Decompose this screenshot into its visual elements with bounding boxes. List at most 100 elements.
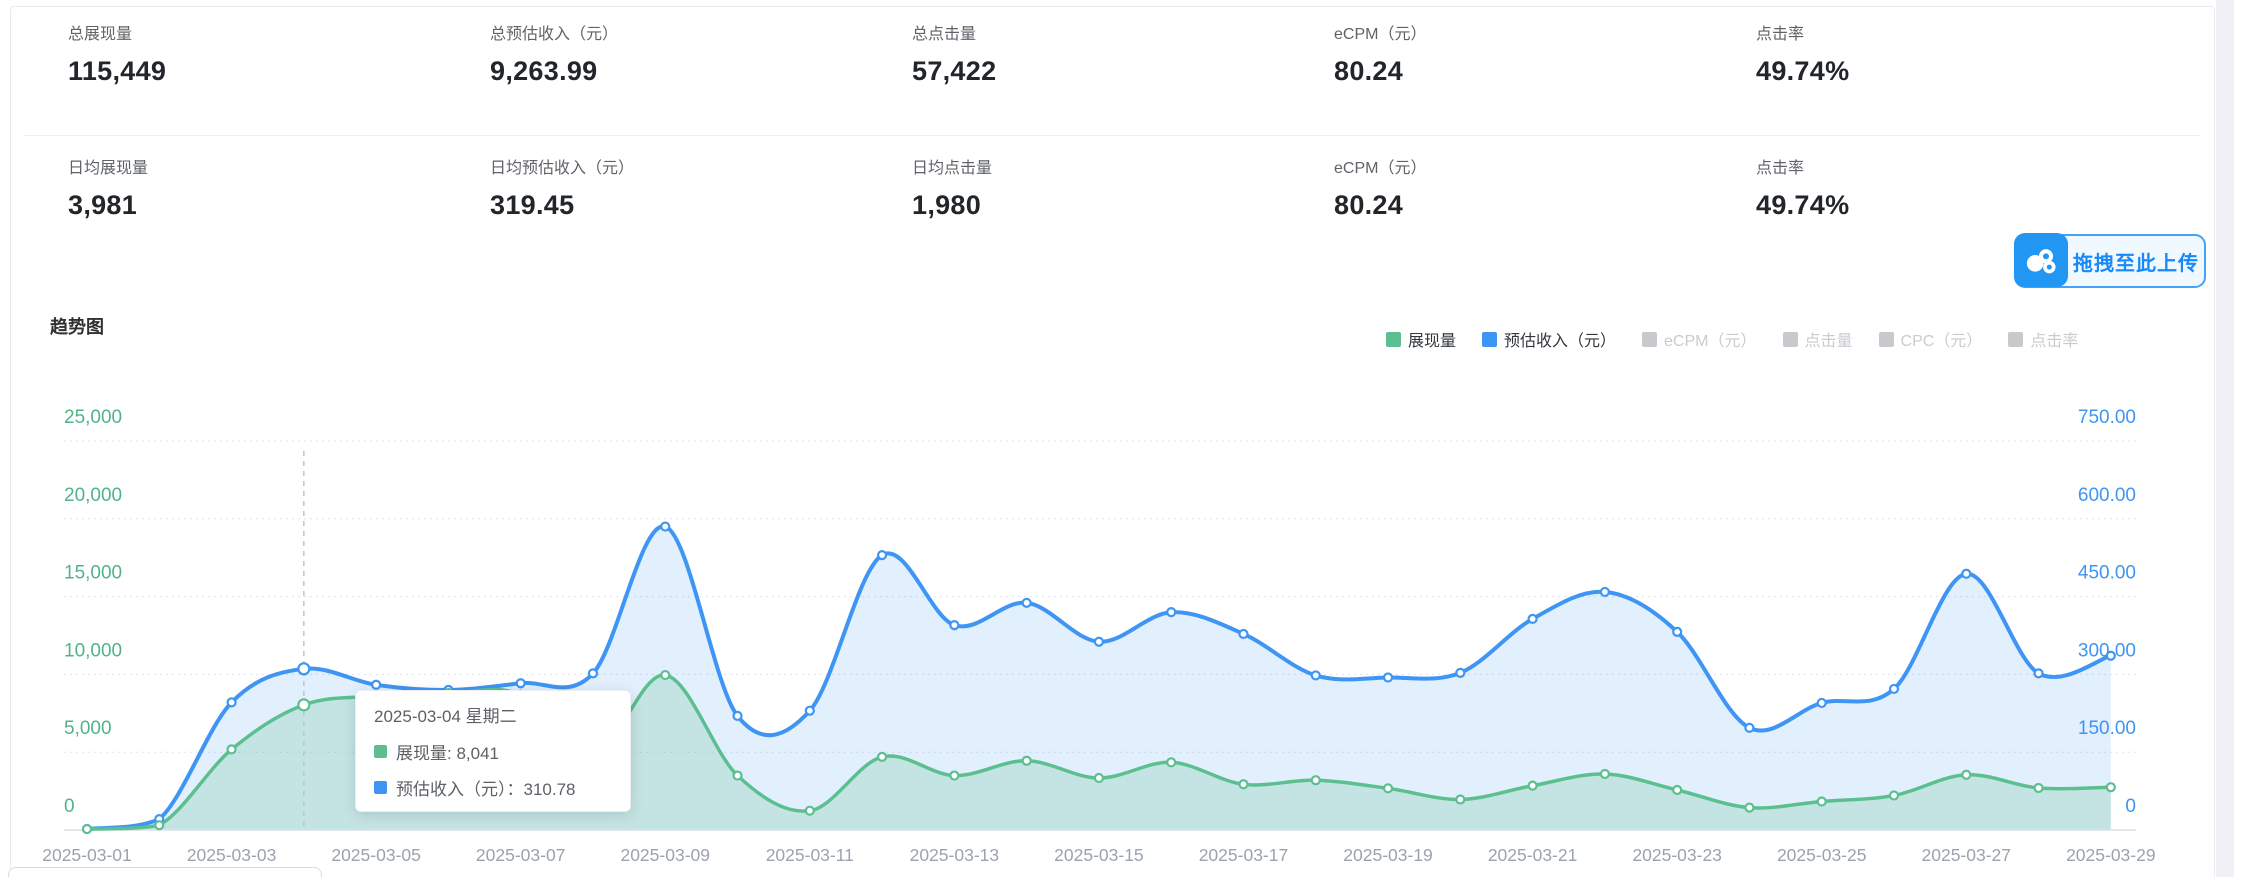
- impressions-data-point[interactable]: [1816, 796, 1827, 807]
- revenue-data-point[interactable]: [297, 662, 311, 676]
- stat-cell: 点击率 49.74%: [1698, 24, 2120, 87]
- impressions-data-point[interactable]: [1093, 772, 1105, 784]
- stat-cell: 日均预估收入（元） 319.45: [432, 158, 854, 221]
- legend-label: eCPM（元）: [1664, 333, 1757, 350]
- legend-swatch-icon: [1642, 331, 1658, 347]
- revenue-data-point[interactable]: [732, 710, 743, 721]
- stat-cell: 日均点击量 1,980: [854, 158, 1276, 221]
- y-axis-label-left: 15,000: [64, 563, 122, 584]
- bottom-cutoff-panel: [8, 867, 322, 877]
- impressions-data-point[interactable]: [226, 744, 237, 755]
- revenue-data-point[interactable]: [2033, 668, 2044, 679]
- impressions-data-point[interactable]: [732, 770, 743, 781]
- impressions-data-point[interactable]: [1310, 775, 1321, 786]
- impressions-data-point[interactable]: [297, 698, 311, 712]
- impressions-data-point[interactable]: [1382, 783, 1394, 794]
- impressions-data-point[interactable]: [2033, 782, 2044, 794]
- x-axis-label: 2025-03-09: [620, 845, 710, 865]
- x-axis-label: 2025-03-23: [1632, 845, 1722, 865]
- stat-label: 点击率: [1756, 160, 1805, 177]
- tooltip-date: 2025-03-04 星期二: [374, 707, 517, 726]
- revenue-data-point[interactable]: [1166, 607, 1177, 618]
- stat-value: 57,422: [912, 56, 997, 86]
- revenue-data-point[interactable]: [226, 697, 237, 708]
- legend-item-inactive[interactable]: CPC（元）: [1878, 327, 1982, 351]
- stat-label: 日均点击量: [912, 160, 993, 177]
- revenue-data-point[interactable]: [804, 705, 815, 716]
- revenue-data-point[interactable]: [1527, 613, 1538, 625]
- legend-swatch-icon: [2008, 331, 2024, 347]
- revenue-data-point[interactable]: [876, 550, 888, 561]
- impressions-data-point[interactable]: [1888, 790, 1900, 801]
- stat-label: 总点击量: [912, 26, 977, 43]
- drag-upload-label: 拖拽至此上传: [2073, 252, 2199, 275]
- impressions-data-point[interactable]: [2105, 782, 2116, 793]
- stat-label: 日均展现量: [68, 160, 149, 177]
- y-axis-label-right: 750.00: [2078, 407, 2136, 428]
- revenue-data-point[interactable]: [371, 679, 382, 690]
- tooltip-revenue-value: 预估收入（元）：310.78: [396, 780, 576, 799]
- stat-value: 9,263.99: [490, 56, 598, 86]
- stats-row-totals: 总展现量 115,449 总预估收入（元） 9,263.99 总点击量 57,422 eCP…: [10, 24, 2120, 87]
- stat-value: 80.24: [1334, 56, 1404, 86]
- impressions-swatch-icon: [374, 745, 387, 758]
- stat-label: 点击率: [1756, 26, 1805, 43]
- chart-tooltip: 2025-03-04 星期二 展现量: 8,041 预估收入（元）：310.78: [355, 690, 631, 812]
- impressions-data-point[interactable]: [1599, 768, 1610, 780]
- revenue-data-point[interactable]: [1455, 667, 1466, 678]
- drag-upload-button[interactable]: 拖拽至此上传: [2014, 233, 2206, 288]
- impressions-data-point[interactable]: [660, 669, 671, 681]
- revenue-data-point[interactable]: [1961, 568, 1972, 579]
- stats-row-daily-averages: 日均展现量 3,981 日均预估收入（元） 319.45 日均点击量 1,980 eCPM（…: [10, 158, 2120, 221]
- legend-item-active[interactable]: 预估收入（元）: [1482, 327, 1616, 351]
- trend-line-chart[interactable]: 0 0 5,000 150.00 10,000 300.00 15,000 450.00 20,…: [0, 390, 2241, 877]
- y-axis-label-left: 25,000: [64, 407, 122, 428]
- revenue-data-point[interactable]: [660, 521, 671, 532]
- legend-item-inactive[interactable]: 点击率: [2008, 327, 2078, 351]
- revenue-data-point[interactable]: [515, 678, 526, 689]
- stat-cell: 日均展现量 3,981: [10, 158, 432, 221]
- chart-legend: 展现量 预估收入（元） eCPM（元） 点击量 CPC（元） 点击率: [1386, 327, 2078, 351]
- stat-label: 总展现量: [68, 26, 133, 43]
- legend-item-inactive[interactable]: 点击量: [1782, 327, 1853, 351]
- impressions-data-point[interactable]: [154, 820, 165, 831]
- impressions-data-point[interactable]: [1455, 794, 1466, 805]
- revenue-data-point[interactable]: [949, 620, 960, 631]
- revenue-data-point[interactable]: [1599, 586, 1610, 598]
- revenue-data-point[interactable]: [1744, 722, 1755, 733]
- stats-divider: [24, 135, 2201, 136]
- revenue-data-point[interactable]: [1672, 626, 1683, 637]
- legend-item-active[interactable]: 展现量: [1386, 327, 1456, 351]
- impressions-data-point[interactable]: [1744, 802, 1755, 813]
- legend-label: 点击率: [2030, 333, 2079, 350]
- impressions-data-point[interactable]: [81, 823, 93, 835]
- revenue-data-point[interactable]: [1093, 636, 1105, 647]
- impressions-data-point[interactable]: [1961, 769, 1972, 780]
- stat-label: eCPM（元）: [1334, 160, 1427, 177]
- impressions-data-point[interactable]: [949, 770, 960, 781]
- stat-value: 319.45: [490, 190, 575, 220]
- trend-chart-title: 趋势图: [50, 317, 104, 337]
- revenue-data-point[interactable]: [1238, 628, 1249, 640]
- impressions-data-point[interactable]: [1021, 755, 1032, 766]
- legend-swatch-icon: [1482, 331, 1498, 347]
- impressions-data-point[interactable]: [1238, 779, 1249, 790]
- legend-label: 点击量: [1804, 333, 1853, 350]
- revenue-data-point[interactable]: [1888, 683, 1900, 695]
- stat-cell: eCPM（元） 80.24: [1276, 24, 1698, 87]
- revenue-data-point[interactable]: [1021, 597, 1032, 608]
- impressions-data-point[interactable]: [804, 805, 815, 816]
- x-axis-label: 2025-03-03: [187, 845, 277, 865]
- legend-item-inactive[interactable]: eCPM（元）: [1642, 327, 1757, 351]
- baidu-netdisk-icon: [2014, 233, 2068, 287]
- revenue-data-point[interactable]: [587, 668, 599, 679]
- impressions-data-point[interactable]: [1672, 784, 1683, 796]
- impressions-data-point[interactable]: [1527, 780, 1538, 791]
- revenue-data-point[interactable]: [2105, 650, 2116, 661]
- impressions-data-point[interactable]: [1166, 757, 1177, 768]
- revenue-data-point[interactable]: [1310, 670, 1321, 681]
- x-axis-label: 2025-03-07: [476, 845, 566, 865]
- impressions-data-point[interactable]: [876, 751, 888, 762]
- revenue-data-point[interactable]: [1816, 697, 1827, 709]
- revenue-data-point[interactable]: [1382, 672, 1394, 683]
